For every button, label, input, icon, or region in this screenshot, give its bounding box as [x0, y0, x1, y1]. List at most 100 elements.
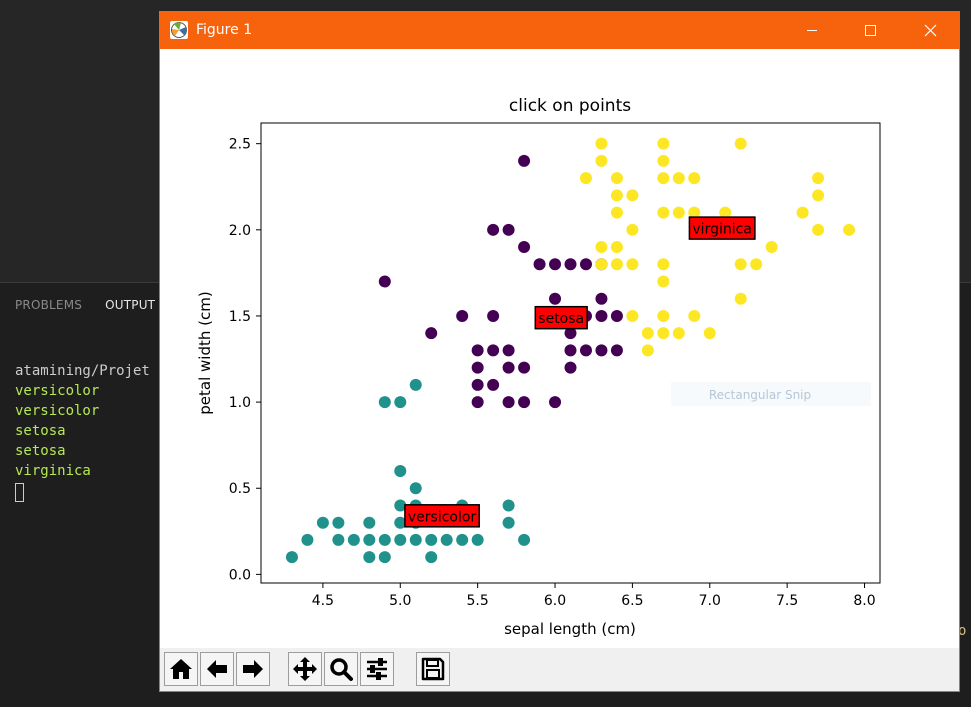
scatter-point[interactable]: [641, 327, 654, 340]
scatter-point[interactable]: [657, 137, 670, 150]
minimize-button[interactable]: [783, 12, 841, 49]
scatter-point[interactable]: [487, 223, 500, 236]
scatter-point[interactable]: [518, 396, 531, 409]
home-button[interactable]: [164, 652, 198, 686]
scatter-point[interactable]: [657, 309, 670, 322]
scatter-point[interactable]: [378, 533, 391, 546]
scatter-point[interactable]: [579, 344, 592, 357]
scatter-point[interactable]: [394, 499, 407, 512]
scatter-point[interactable]: [734, 137, 747, 150]
tab-problems[interactable]: PROBLEMS: [15, 298, 83, 312]
pan-button[interactable]: [288, 652, 322, 686]
scatter-point[interactable]: [409, 378, 422, 391]
scatter-point[interactable]: [595, 154, 608, 167]
scatter-point[interactable]: [610, 344, 623, 357]
scatter-point[interactable]: [378, 275, 391, 288]
scatter-point[interactable]: [595, 241, 608, 254]
save-button[interactable]: [416, 652, 450, 686]
scatter-point[interactable]: [456, 309, 469, 322]
scatter-point[interactable]: [487, 309, 500, 322]
scatter-point[interactable]: [502, 223, 515, 236]
scatter-point[interactable]: [812, 189, 825, 202]
scatter-point[interactable]: [502, 361, 515, 374]
close-button[interactable]: [901, 12, 959, 49]
output-console[interactable]: atamining/Projet versicolor versicolor s…: [15, 361, 150, 502]
scatter-point[interactable]: [378, 396, 391, 409]
scatter-point[interactable]: [564, 258, 577, 271]
scatter-point[interactable]: [564, 361, 577, 374]
configure-subplots-button[interactable]: [360, 652, 394, 686]
scatter-point[interactable]: [595, 344, 608, 357]
scatter-point[interactable]: [471, 378, 484, 391]
scatter-point[interactable]: [363, 551, 376, 564]
scatter-point[interactable]: [564, 327, 577, 340]
scatter-point[interactable]: [394, 533, 407, 546]
scatter-point[interactable]: [626, 223, 639, 236]
scatter-point[interactable]: [285, 551, 298, 564]
scatter-point[interactable]: [440, 533, 453, 546]
scatter-point[interactable]: [610, 241, 623, 254]
scatter-point[interactable]: [610, 309, 623, 322]
scatter-point[interactable]: [595, 292, 608, 305]
scatter-point[interactable]: [487, 378, 500, 391]
scatter-point[interactable]: [301, 533, 314, 546]
scatter-point[interactable]: [579, 258, 592, 271]
scatter-point[interactable]: [579, 172, 592, 185]
scatter-points[interactable]: [285, 137, 856, 564]
scatter-point[interactable]: [812, 172, 825, 185]
scatter-point[interactable]: [672, 327, 685, 340]
scatter-point[interactable]: [657, 154, 670, 167]
back-button[interactable]: [200, 652, 234, 686]
scatter-point[interactable]: [363, 516, 376, 529]
scatter-point[interactable]: [347, 533, 360, 546]
scatter-point[interactable]: [657, 258, 670, 271]
scatter-point[interactable]: [610, 258, 623, 271]
scatter-point[interactable]: [518, 361, 531, 374]
scatter-point[interactable]: [812, 223, 825, 236]
scatter-point[interactable]: [796, 206, 809, 219]
scatter-point[interactable]: [549, 258, 562, 271]
scatter-point[interactable]: [487, 344, 500, 357]
forward-button[interactable]: [236, 652, 270, 686]
scatter-point[interactable]: [595, 309, 608, 322]
scatter-point[interactable]: [672, 206, 685, 219]
scatter-point[interactable]: [657, 327, 670, 340]
scatter-point[interactable]: [672, 172, 685, 185]
scatter-point[interactable]: [688, 172, 701, 185]
scatter-point[interactable]: [549, 396, 562, 409]
scatter-point[interactable]: [688, 206, 701, 219]
scatter-point[interactable]: [626, 258, 639, 271]
scatter-point[interactable]: [502, 344, 515, 357]
scatter-point[interactable]: [518, 241, 531, 254]
scatter-point[interactable]: [425, 533, 438, 546]
scatter-point[interactable]: [703, 327, 716, 340]
scatter-point[interactable]: [471, 344, 484, 357]
scatter-point[interactable]: [657, 206, 670, 219]
scatter-point[interactable]: [595, 137, 608, 150]
scatter-point[interactable]: [502, 499, 515, 512]
scatter-point[interactable]: [549, 292, 562, 305]
scatter-point[interactable]: [626, 189, 639, 202]
scatter-point[interactable]: [456, 533, 469, 546]
scatter-point[interactable]: [657, 172, 670, 185]
scatter-point[interactable]: [316, 516, 329, 529]
scatter-point[interactable]: [641, 344, 654, 357]
scatter-point[interactable]: [425, 327, 438, 340]
scatter-point[interactable]: [564, 344, 577, 357]
scatter-point[interactable]: [363, 533, 376, 546]
scatter-point[interactable]: [734, 292, 747, 305]
scatter-point[interactable]: [378, 551, 391, 564]
scatter-point[interactable]: [394, 465, 407, 478]
scatter-point[interactable]: [765, 241, 778, 254]
scatter-point[interactable]: [394, 396, 407, 409]
scatter-point[interactable]: [518, 533, 531, 546]
scatter-point[interactable]: [332, 533, 345, 546]
scatter-point[interactable]: [610, 206, 623, 219]
scatter-point[interactable]: [518, 154, 531, 167]
scatter-point[interactable]: [750, 258, 763, 271]
scatter-point[interactable]: [471, 396, 484, 409]
scatter-point[interactable]: [688, 309, 701, 322]
window-titlebar[interactable]: Figure 1: [160, 12, 959, 49]
scatter-point[interactable]: [409, 533, 422, 546]
scatter-point[interactable]: [533, 258, 546, 271]
